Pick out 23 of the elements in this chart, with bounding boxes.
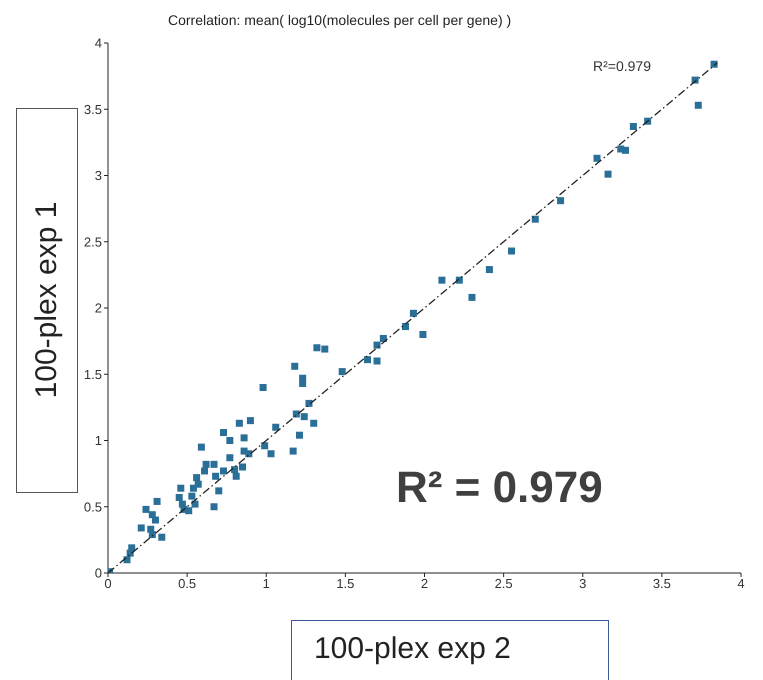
x-tick-label: 1.5 [336, 576, 354, 592]
y-tick-label: 2 [94, 300, 102, 316]
x-tick-label: 4 [737, 576, 745, 592]
y-tick-label: 0 [94, 566, 102, 581]
y-tick-label: 1 [94, 433, 102, 448]
x-tick-label: 0.5 [178, 576, 196, 592]
y-tick-label: 0.5 [84, 499, 102, 514]
annotation: R²=0.979 [593, 58, 651, 74]
x-tick-label: 1 [262, 576, 270, 592]
y-tick-label: 3 [94, 168, 102, 184]
y-tick-label: 3.5 [84, 102, 102, 117]
chart-title: Correlation: mean( log10(molecules per cell per gene) ) [168, 12, 512, 28]
x-tick-label: 2.5 [494, 576, 513, 592]
x-tick-label: 3.5 [652, 576, 671, 592]
y-tick-label: 4 [94, 36, 102, 51]
y-tick-label: 2.5 [84, 234, 102, 250]
y-axis-title: 100-plex exp 1 [30, 202, 64, 398]
x-tick-label: 2 [420, 576, 428, 592]
annotation: R² = 0.979 [396, 463, 603, 512]
x-tick-label: 0 [104, 576, 112, 592]
y-tick-label: 1.5 [84, 366, 102, 382]
x-axis-title: 100-plex exp 2 [314, 632, 511, 666]
x-tick-label: 3 [579, 576, 586, 592]
